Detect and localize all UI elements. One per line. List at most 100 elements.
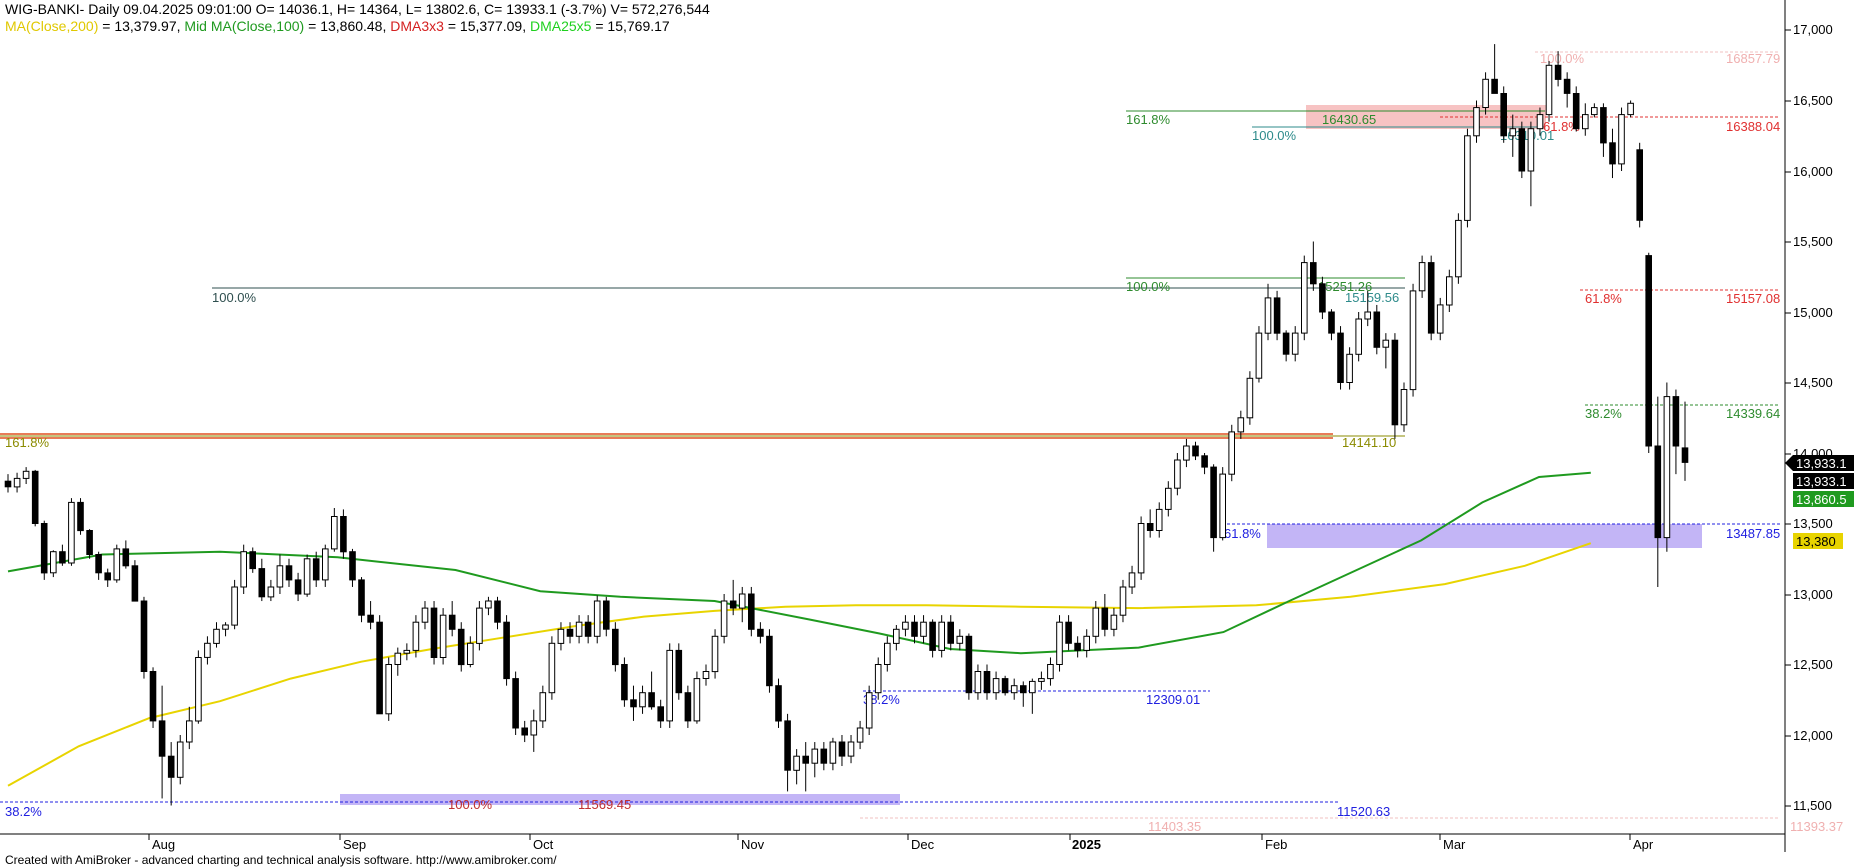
fib-label-100-dark: 100.0% [212,290,257,305]
candle-down [448,614,456,630]
price-tick: 16,500 [1793,93,1833,108]
candle-down [1518,128,1526,172]
candle-down [31,470,39,524]
candle-up [439,614,447,659]
candle-down [1146,523,1154,531]
candle-up [113,548,121,581]
fib-label-14141: 14141.10 [1342,435,1396,450]
candle-down [1310,262,1317,285]
fib-labels: 161.8% 14141.10 100.0% 15159.56 100.0% 1… [5,51,1843,834]
candle-up [1663,396,1671,539]
candle-down [775,685,782,722]
candle-down [1201,455,1208,468]
price-axis: 17,000 16,500 16,000 15,500 15,000 14,50… [1785,22,1833,813]
candle-down [131,565,139,602]
candle-up [222,624,229,630]
candle-up [195,657,202,722]
dma3-label: DMA3x3 [390,18,444,34]
close-price-tag [1793,473,1854,489]
last-price-tag [1793,455,1854,471]
time-label-oct: Oct [533,837,554,852]
candle-down [838,741,846,757]
candle-up [213,628,220,644]
candle-up [920,621,927,637]
candle-down [312,558,320,581]
fib-label-100-green: 100.0% [1126,279,1171,294]
candle-up [1219,473,1227,539]
candle-down [1210,466,1217,539]
time-label-dec: Dec [911,837,935,852]
candle-up [865,692,873,729]
candle-up [1083,635,1091,651]
ma200-price-tag [1793,533,1843,549]
candle-up [1582,114,1589,130]
candle-down [457,628,465,666]
candle-up [1119,586,1127,616]
candle-up [1618,114,1625,165]
candle-down [122,548,130,567]
candle-up [322,548,329,581]
candle-down [1500,93,1508,137]
candle-up [68,501,75,564]
dma3-value: = 15,377.09, [448,18,526,34]
candle-up [1183,445,1190,461]
candle-up [186,720,193,743]
header-line2: MA(Close,200) = 13,379.97, Mid MA(Close,… [5,18,670,34]
ma100-price-tag-text: 13,860.5 [1796,492,1847,507]
candle-up [394,652,402,666]
candle-down [340,516,347,553]
candle-up [548,642,556,694]
candle-up [176,741,184,778]
ma100-label: Mid MA(Close,100) [184,18,304,34]
candle-up [22,470,30,479]
candle-down [167,755,175,778]
candle-down [1020,685,1027,694]
candle-down [1609,142,1616,165]
fib-label-161-left: 161.8% [5,435,50,450]
candles-group [4,44,1689,806]
candle-up [811,748,819,764]
candle-down [612,628,619,666]
candle-up [485,600,492,609]
candle-up [1174,459,1181,489]
candle-up [1228,431,1236,475]
candle-down [1572,93,1580,130]
candle-down [1001,678,1009,694]
candle-up [702,671,710,679]
candle-up [884,642,891,665]
footer-credit: Created with AmiBroker - advanced charti… [5,853,557,867]
fib-label-382-green: 38.2% [1585,406,1622,421]
candle-up [530,720,538,736]
price-tags: 13,933.1 13,933.1 13,860.5 13,380 [1785,455,1854,549]
candle-up [1264,297,1272,334]
price-tick: 11,500 [1793,798,1832,813]
candle-up [557,628,565,644]
dma25-value: = 15,769.17 [595,18,670,34]
candle-down [1654,445,1662,539]
fib-label-15251: 15251.26 [1318,279,1372,294]
candle-up [13,477,21,488]
candle-up [1418,262,1426,292]
candle-up [331,516,338,550]
candle-down [621,664,628,701]
candle-up [1591,107,1598,116]
candle-down [566,628,574,637]
candle-up [1364,311,1372,320]
candle-up [1400,389,1408,426]
candle-down [757,628,764,637]
candle-up [666,649,674,722]
ma200-line [7,542,1592,787]
candle-down [729,600,737,609]
candle-up [1255,332,1263,379]
candle-down [376,621,383,715]
candle-down [947,621,955,644]
candle-down [965,635,973,694]
candle-down [249,551,256,570]
ma200-label: MA(Close,200) [5,18,98,34]
fib-label-100-red-top: 100.0% [1540,51,1585,66]
candle-down [657,706,665,722]
fib-zone-purple-low [340,794,900,805]
candle-up [1536,114,1544,130]
candle-down [584,621,592,637]
